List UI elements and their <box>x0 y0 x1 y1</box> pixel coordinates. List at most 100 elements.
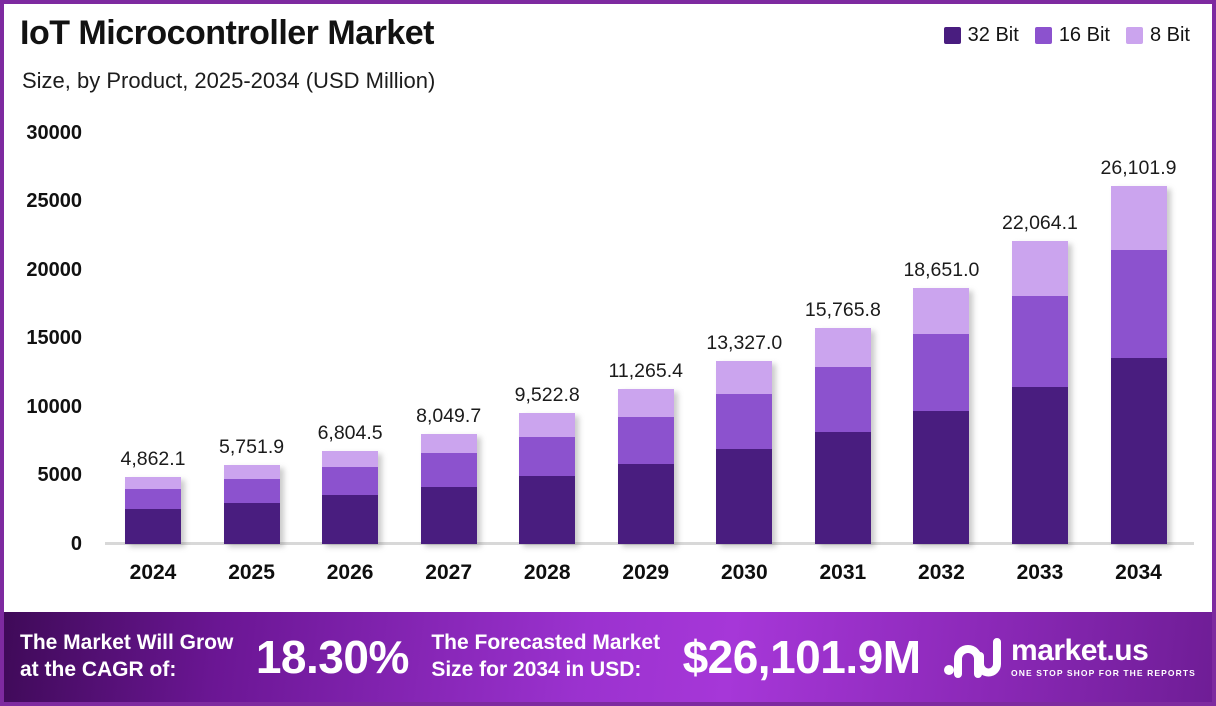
bar-2027 <box>420 433 477 544</box>
bar-2029 <box>617 389 674 544</box>
bar-segment-32bit <box>322 495 379 544</box>
bar-segment-32bit <box>1110 357 1167 544</box>
bar-total-label-2032: 18,651.0 <box>903 259 980 282</box>
bar-segment-8bit <box>322 450 379 468</box>
legend-swatch-icon <box>943 27 961 44</box>
x-axis-label-2031: 2031 <box>819 561 867 584</box>
bar-2032 <box>913 288 970 544</box>
bar-2026 <box>322 450 379 544</box>
x-axis-label-2032: 2032 <box>918 561 965 584</box>
bar-2034 <box>1110 185 1167 544</box>
forecast-label: The Forecasted Market Size for 2034 in U… <box>431 630 660 684</box>
x-axis-label-2029: 2029 <box>622 561 670 584</box>
bar-segment-8bit <box>617 389 674 418</box>
y-axis-tick-label: 15000 <box>26 327 82 350</box>
forecast-label-line1: The Forecasted Market <box>431 631 661 655</box>
brand-name: market.us <box>1011 634 1149 668</box>
x-axis-label-2026: 2026 <box>326 561 374 584</box>
x-axis-label-2033: 2033 <box>1016 561 1064 584</box>
bar-segment-8bit <box>519 413 576 437</box>
legend-item-8bit: 8 Bit <box>1125 24 1190 47</box>
y-axis-tick-label: 30000 <box>26 121 82 144</box>
y-axis-tick-label: 0 <box>70 533 82 555</box>
bar-segment-16bit <box>814 366 871 432</box>
bar-segment-16bit <box>716 394 773 449</box>
bar-segment-16bit <box>223 479 280 503</box>
y-axis-tick-label: 25000 <box>26 190 82 213</box>
bar-segment-16bit <box>1110 250 1167 358</box>
bar-segment-16bit <box>420 453 477 487</box>
bar-total-label-2026: 6,804.5 <box>317 421 383 444</box>
bar-segment-8bit <box>125 477 181 490</box>
bar-total-label-2034: 26,101.9 <box>1100 156 1177 179</box>
x-axis-label-2024: 2024 <box>129 561 177 584</box>
legend-item-32bit: 32 Bit <box>943 24 1019 47</box>
y-axis-tick-label: 20000 <box>26 258 82 281</box>
bar-2025 <box>223 465 280 544</box>
x-axis-label-2034: 2034 <box>1115 561 1162 584</box>
legend-label: 32 Bit <box>967 24 1019 46</box>
bar-segment-32bit <box>913 410 970 544</box>
bar-total-label-2024: 4,862.1 <box>120 448 186 471</box>
bar-segment-16bit <box>322 467 379 496</box>
bar-segment-16bit <box>125 489 181 510</box>
x-axis-label-2030: 2030 <box>720 561 768 584</box>
bar-segment-32bit <box>716 448 773 544</box>
bar-segment-8bit <box>1110 185 1167 251</box>
bar-segment-32bit <box>814 431 871 544</box>
legend-swatch-icon <box>1034 27 1052 44</box>
brand-tagline: ONE STOP SHOP FOR THE REPORTS <box>1011 668 1196 679</box>
bar-total-label-2030: 13,327.0 <box>706 332 783 355</box>
legend-label: 8 Bit <box>1149 24 1190 46</box>
y-axis-tick-label: 5000 <box>37 464 83 487</box>
legend-label: 16 Bit <box>1058 24 1110 46</box>
legend-item-16bit: 16 Bit <box>1034 24 1110 47</box>
bar-segment-32bit <box>223 502 280 544</box>
bar-2033 <box>1011 241 1068 544</box>
bar-segment-16bit <box>519 436 576 477</box>
bar-segment-32bit <box>519 476 576 544</box>
bar-segment-32bit <box>420 486 477 544</box>
bar-total-label-2025: 5,751.9 <box>219 436 285 459</box>
bar-total-label-2031: 15,765.8 <box>804 298 881 321</box>
bar-total-label-2028: 9,522.8 <box>514 384 580 407</box>
bar-segment-8bit <box>716 361 773 395</box>
footer-banner: The Market Will Grow at the CAGR of: 18.… <box>4 612 1212 702</box>
bar-2028 <box>519 413 576 544</box>
brand-text: market.us ONE STOP SHOP FOR THE REPORTS <box>1011 636 1196 678</box>
bar-segment-8bit <box>223 465 280 480</box>
bar-segment-8bit <box>814 327 871 367</box>
bar-segment-32bit <box>125 509 181 544</box>
forecast-value: $26,101.9M <box>682 631 921 683</box>
page-title: IoT Microcontroller Market <box>20 14 434 52</box>
legend: 32 Bit 16 Bit 8 Bit <box>943 24 1190 47</box>
x-axis-label-2027: 2027 <box>425 561 472 584</box>
bar-segment-16bit <box>913 334 970 411</box>
cagr-label-line1: The Market Will Grow <box>20 631 234 655</box>
bar-segment-8bit <box>1011 241 1068 296</box>
cagr-label-line2: at the CAGR of: <box>20 658 177 681</box>
bar-segment-8bit <box>420 433 477 454</box>
bar-total-label-2033: 22,064.1 <box>1001 212 1078 235</box>
x-axis-label-2025: 2025 <box>228 561 275 584</box>
bar-segment-32bit <box>1011 386 1068 544</box>
bar-total-label-2027: 8,049.7 <box>416 404 482 427</box>
x-axis-label-2028: 2028 <box>523 561 571 584</box>
bar-2030 <box>716 361 773 544</box>
brand-logo: market.us ONE STOP SHOP FOR THE REPORTS <box>943 632 1196 683</box>
bar-2031 <box>814 327 871 544</box>
bar-segment-8bit <box>913 288 970 335</box>
plot-area: 0 5000 10000 15000 20000 25000 30000 4,862.1 202… <box>4 4 1212 702</box>
bar-segment-32bit <box>617 463 674 544</box>
page-subtitle: Size, by Product, 2025-2034 (USD Million… <box>22 68 436 93</box>
bar-total-label-2029: 11,265.4 <box>608 360 683 383</box>
legend-swatch-icon <box>1125 27 1143 44</box>
marketus-logo-icon <box>943 632 1002 683</box>
cagr-value: 18.30% <box>255 631 410 683</box>
y-axis-tick-label: 10000 <box>26 395 82 418</box>
bar-segment-16bit <box>1011 295 1068 387</box>
cagr-label: The Market Will Grow at the CAGR of: <box>20 630 233 684</box>
bar-2024 <box>125 477 181 544</box>
bar-segment-16bit <box>617 417 674 464</box>
